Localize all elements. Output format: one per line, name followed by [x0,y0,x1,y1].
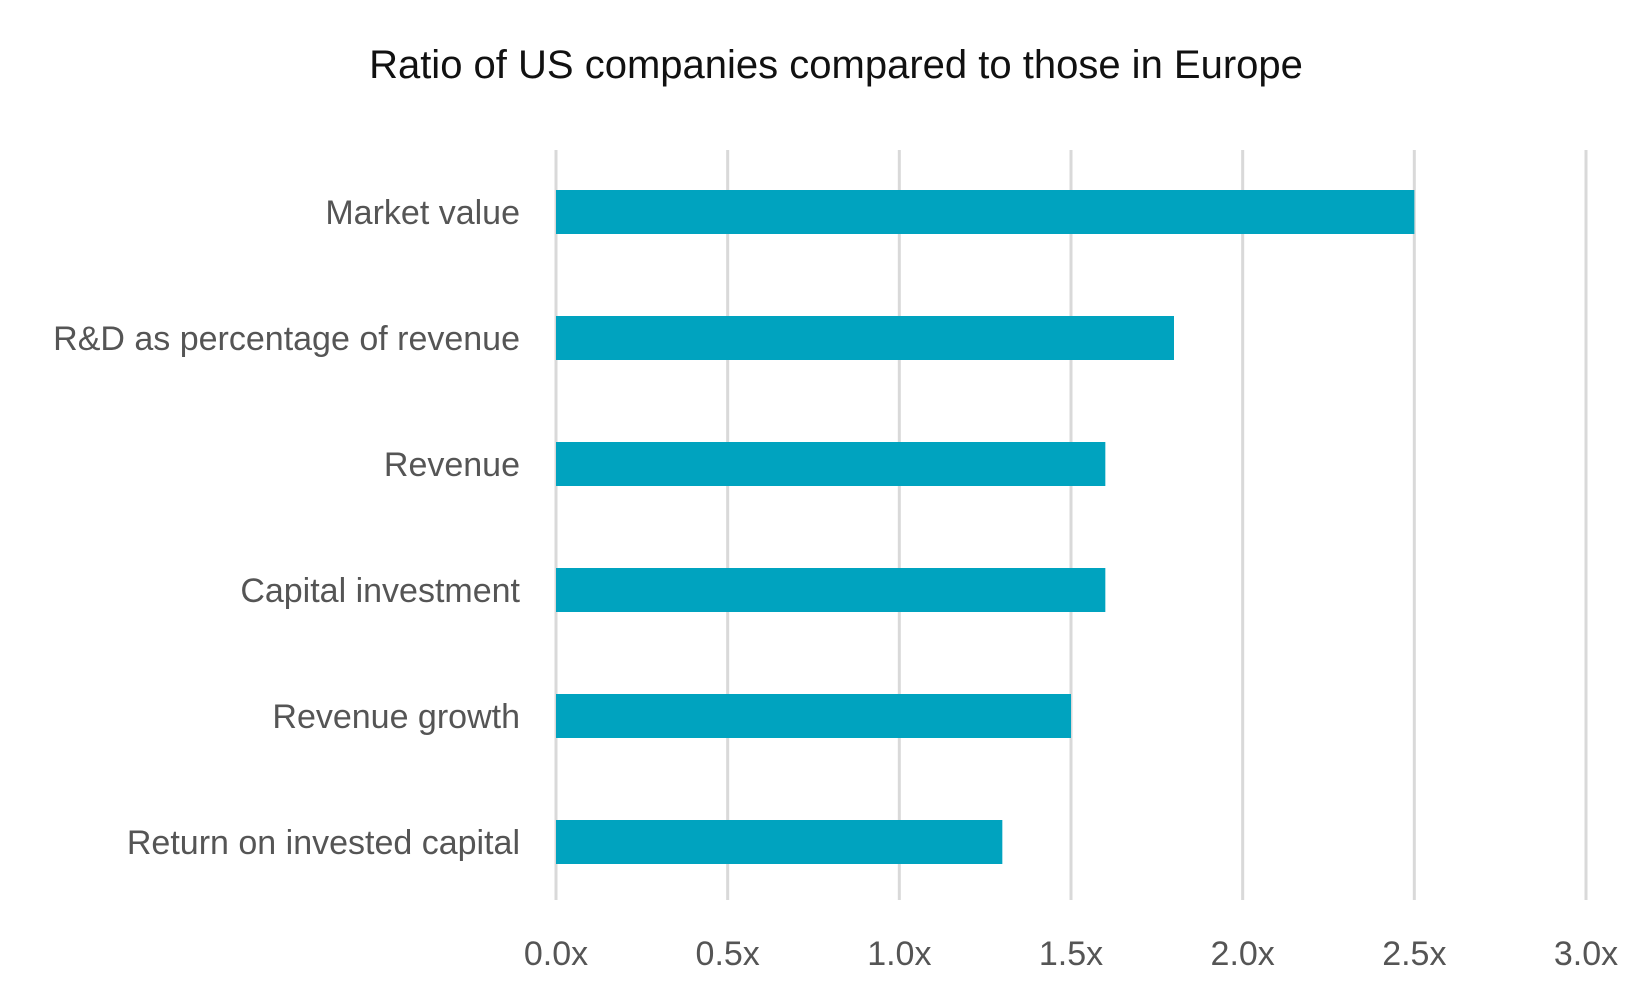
gridlines [554,150,1588,900]
bar [556,316,1174,360]
x-tick-label: 0.5x [696,935,760,973]
category-label: Capital investment [240,572,520,610]
category-label: Return on invested capital [127,824,520,862]
x-tick-label: 2.0x [1211,935,1275,973]
x-axis-tick-labels: 0.0x 0.5x 1.0x 1.5x 2.0x 2.5x 3.0x [524,935,1618,973]
bar [556,190,1415,234]
category-labels: Market value R&D as percentage of revenue… [53,194,520,862]
x-tick-label: 1.0x [867,935,931,973]
category-label: Revenue growth [272,698,520,736]
bar [556,820,1003,864]
x-tick-label: 1.5x [1039,935,1103,973]
x-tick-label: 2.5x [1382,935,1446,973]
category-label: Revenue [384,446,520,484]
bars [556,190,1415,864]
bar [556,442,1106,486]
category-label: Market value [325,194,520,232]
chart-title: Ratio of US companies compared to those … [369,43,1303,87]
bar [556,568,1106,612]
bar [556,694,1071,738]
category-label: R&D as percentage of revenue [53,320,520,358]
x-tick-label: 0.0x [524,935,588,973]
x-tick-label: 3.0x [1554,935,1618,973]
